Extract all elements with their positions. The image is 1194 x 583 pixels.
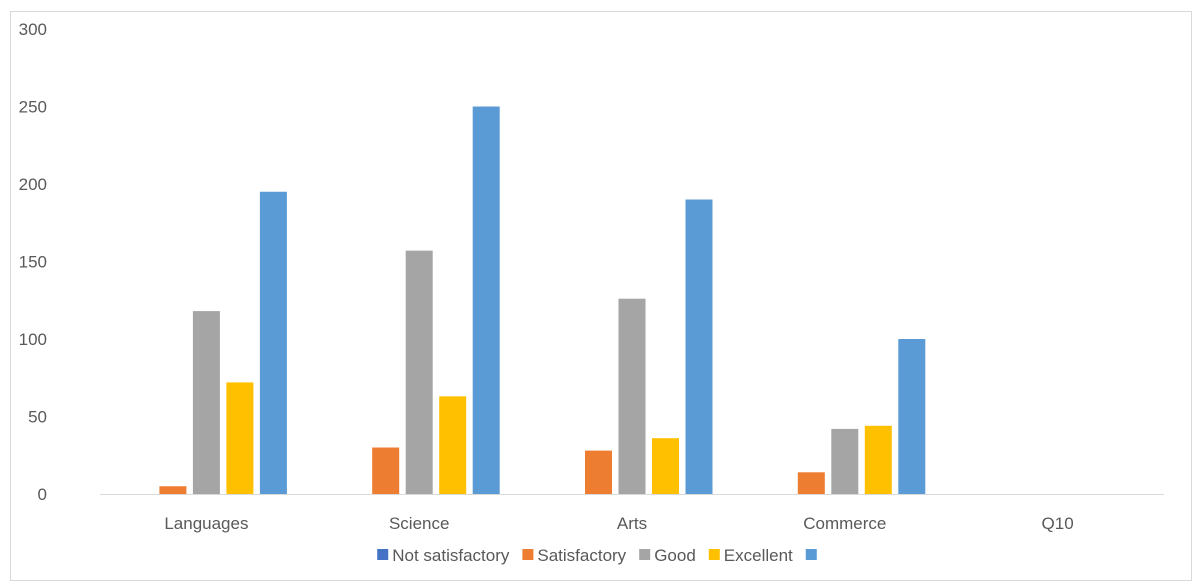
bar — [618, 298, 646, 494]
y-tick-label: 300 — [19, 20, 47, 39]
bar — [259, 191, 287, 494]
bar — [439, 396, 467, 494]
bar — [797, 472, 825, 494]
bar — [898, 339, 926, 494]
y-tick-label: 100 — [19, 330, 47, 349]
x-tick-label: Science — [389, 514, 449, 533]
legend-swatch — [708, 549, 720, 560]
bar — [372, 447, 400, 494]
bar — [159, 486, 187, 494]
legend: Not satisfactory Satisfactory Good Excellen… — [377, 546, 817, 565]
x-tick-label: Arts — [617, 514, 647, 533]
bar — [864, 425, 892, 494]
x-tick-label: Commerce — [803, 514, 886, 533]
legend-label: Not satisfactory — [392, 546, 510, 565]
legend-label: Satisfactory — [537, 546, 626, 565]
bar — [585, 450, 612, 494]
bar — [226, 382, 254, 494]
legend-swatch — [805, 549, 817, 560]
bar — [685, 199, 713, 494]
x-tick-label: Q10 — [1042, 514, 1074, 533]
bar — [405, 250, 433, 494]
y-tick-label: 0 — [38, 485, 47, 504]
legend-label: Good — [654, 546, 696, 565]
bars — [159, 106, 926, 494]
legend-label: Excellent — [724, 546, 793, 565]
x-axis-labels: Languages Science Arts Commerce Q10 — [164, 514, 1073, 533]
bar — [831, 428, 859, 494]
y-axis-ticks: 0 50 100 150 200 250 300 — [19, 20, 47, 504]
bar — [192, 311, 220, 494]
y-tick-label: 200 — [19, 175, 47, 194]
bar — [472, 106, 500, 494]
legend-swatch — [639, 549, 651, 560]
y-tick-label: 250 — [19, 98, 47, 117]
x-tick-label: Languages — [164, 514, 248, 533]
legend-swatch — [522, 549, 534, 560]
y-tick-label: 150 — [19, 253, 47, 272]
legend-swatch — [377, 549, 389, 560]
bar — [652, 438, 679, 494]
y-tick-label: 50 — [28, 408, 47, 427]
